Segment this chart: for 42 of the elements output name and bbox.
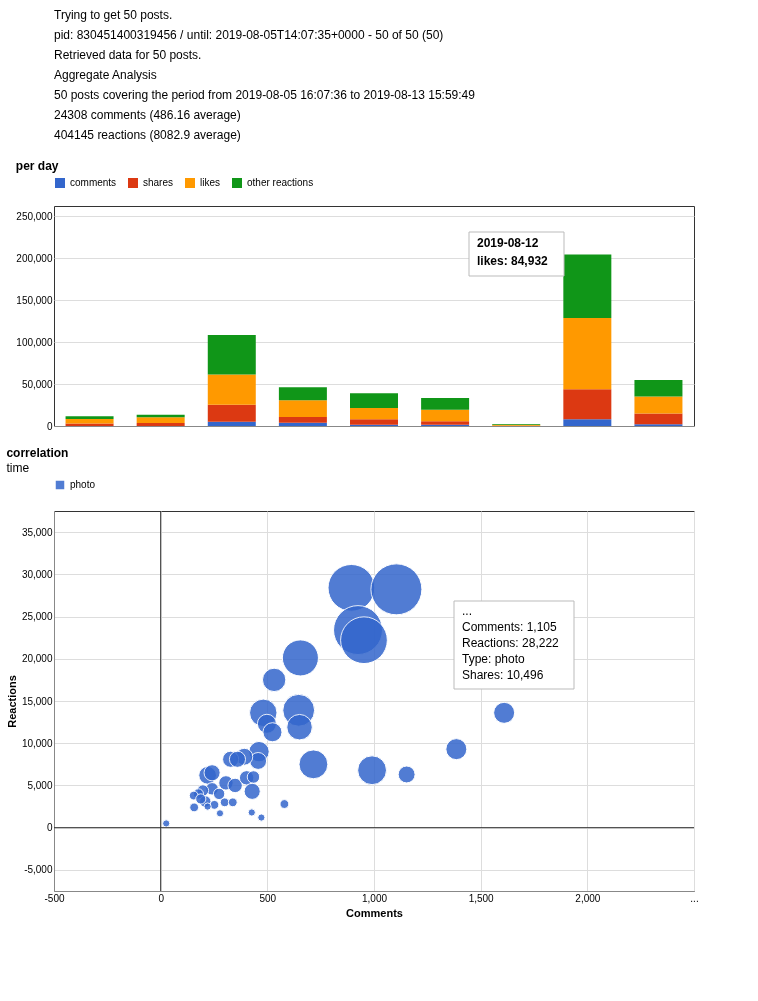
- legend-label: other reactions: [247, 177, 314, 188]
- legend-label: shares: [143, 177, 174, 188]
- text: Aggregate Analysis: [54, 68, 157, 82]
- x-tick-label: 1,000: [361, 892, 388, 904]
- y-tick-label: 100,000: [16, 336, 53, 348]
- y-tick-label: 30,000: [21, 568, 53, 580]
- y-tick-label: 35,000: [21, 526, 53, 538]
- text: 50 posts covering the period from 2019-08-05 16:07:36 to 2019-08-13 15:59:49: [54, 88, 476, 102]
- y-tick-label: 25,000: [21, 611, 53, 623]
- text: 24308 comments (486.16 average): [54, 108, 241, 122]
- chart-subtitle: time: [6, 461, 30, 475]
- text: Retrieved data for 50 posts.: [54, 48, 202, 62]
- y-tick-label: 0: [46, 420, 53, 432]
- chart-title: per day: [15, 159, 59, 173]
- y-tick-label: 0: [46, 822, 53, 834]
- annotation: likes: 84,932: [477, 254, 549, 268]
- x-axis-title: Comments: [346, 906, 403, 919]
- chart-title: correlation: [6, 446, 69, 460]
- y-tick-label: 10,000: [21, 737, 53, 749]
- x-tick-label: 0: [158, 892, 165, 904]
- legend-label: comments: [70, 177, 117, 188]
- x-tick-label: 1,500: [468, 892, 495, 904]
- y-tick-label: 20,000: [21, 653, 53, 665]
- x-tick-label: 500: [259, 892, 277, 904]
- y-tick-label: 250,000: [16, 210, 53, 222]
- y-tick-label: 150,000: [16, 294, 53, 306]
- text: 404145 reactions (8082.9 average): [54, 128, 241, 142]
- y-axis-title: Reactions: [5, 675, 18, 728]
- y-tick-label: 200,000: [16, 252, 53, 264]
- annotation: 2019-08-12: [477, 236, 539, 250]
- x-tick-label: ...: [690, 892, 699, 904]
- y-tick-label: -5,000: [24, 864, 53, 876]
- x-tick-label: -500: [44, 892, 65, 904]
- legend-label: likes: [200, 177, 221, 188]
- text: pid: 830451400319456 / until: 2019-08-05T14:07:35+0000 - 50 of 50 (50): [54, 28, 444, 42]
- annotation: ... Comments: 1,105 Reactions: 28,222 Type: photo Shares: 10,496: [462, 604, 560, 682]
- legend-label: photo: [70, 479, 96, 490]
- y-tick-label: 5,000: [27, 779, 53, 791]
- text: Trying to get 50 posts.: [54, 8, 173, 22]
- y-tick-label: 15,000: [21, 695, 53, 707]
- y-tick-label: 50,000: [21, 378, 53, 390]
- x-tick-label: 2,000: [575, 892, 601, 904]
